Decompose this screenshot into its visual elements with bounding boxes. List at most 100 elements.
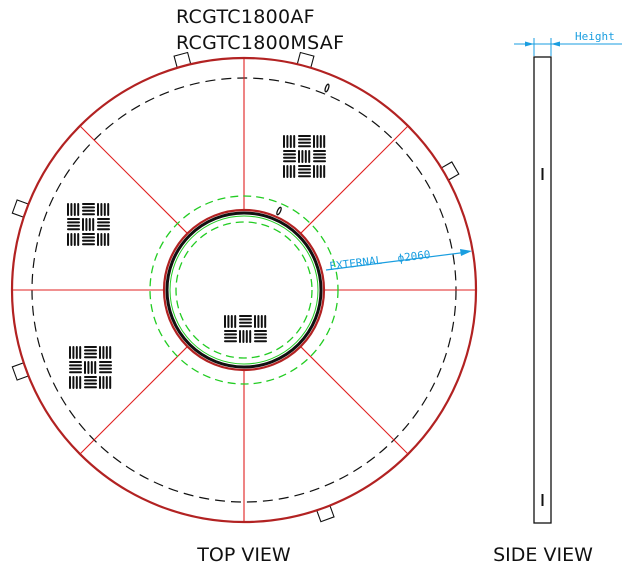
radial-spokes bbox=[13, 59, 475, 521]
texture-bar bbox=[82, 218, 84, 231]
texture-bar bbox=[239, 315, 252, 317]
texture-bar bbox=[100, 233, 103, 246]
texture-block bbox=[69, 346, 112, 389]
texture-bar bbox=[102, 346, 105, 359]
texture-bar bbox=[82, 243, 95, 246]
texture-bar bbox=[82, 236, 95, 239]
model-code-1: RCGTC1800AF bbox=[176, 6, 315, 28]
texture-bar bbox=[239, 321, 252, 324]
texture-bar bbox=[313, 165, 315, 178]
texture-bar bbox=[283, 156, 296, 159]
texture-bar bbox=[224, 330, 237, 332]
texture-bar bbox=[79, 376, 82, 389]
spoke-line bbox=[80, 126, 188, 234]
texture-bar bbox=[254, 333, 267, 336]
inner-green-ring-inner bbox=[175, 221, 313, 359]
texture-bar bbox=[82, 206, 95, 209]
model-code-2: RCGTC1800MSAF bbox=[176, 32, 344, 54]
texture-bar bbox=[313, 150, 326, 152]
outer-rim bbox=[10, 56, 478, 524]
spoke-line bbox=[300, 126, 408, 234]
texture-bar bbox=[304, 150, 307, 163]
texture-bar bbox=[245, 330, 248, 343]
texture-bar bbox=[94, 361, 97, 374]
texture-bar bbox=[70, 233, 73, 246]
texture-bar bbox=[67, 218, 80, 220]
side-view: Height bbox=[514, 30, 622, 524]
texture-bar bbox=[82, 239, 95, 242]
side-profile bbox=[533, 56, 552, 524]
texture-bar bbox=[254, 315, 256, 328]
texture-bar bbox=[84, 382, 97, 385]
texture-bar bbox=[84, 356, 97, 359]
texture-bar bbox=[84, 349, 97, 352]
oval-mark-hub bbox=[276, 206, 282, 216]
texture-bar bbox=[254, 340, 267, 343]
texture-bar bbox=[260, 315, 263, 328]
texture-bar bbox=[67, 228, 80, 231]
texture-bar bbox=[227, 315, 230, 328]
texture-bar bbox=[224, 333, 237, 336]
texture-bar bbox=[75, 346, 78, 359]
texture-block bbox=[67, 203, 110, 246]
texture-bar bbox=[72, 376, 75, 389]
external-diameter-dimension: EXTERNAL ϕ2060 bbox=[325, 248, 472, 273]
texture-bar bbox=[298, 175, 311, 178]
texture-bar bbox=[319, 135, 322, 148]
inner-green-ring-outer bbox=[149, 195, 339, 385]
texture-bar bbox=[92, 218, 95, 231]
texture-bar bbox=[99, 346, 101, 359]
texture-bar bbox=[99, 364, 112, 367]
texture-bar bbox=[283, 160, 296, 163]
texture-bar bbox=[298, 141, 311, 144]
texture-bar bbox=[97, 233, 99, 246]
texture-bar bbox=[69, 376, 71, 389]
texture-bar bbox=[323, 165, 326, 178]
texture-bar bbox=[99, 376, 101, 389]
texture-bar bbox=[105, 346, 108, 359]
external-label: EXTERNAL bbox=[329, 254, 384, 273]
top-view: EXTERNAL ϕ2060 bbox=[10, 51, 478, 524]
texture-bar bbox=[90, 361, 93, 374]
top-view-label: TOP VIEW bbox=[196, 544, 291, 566]
texture-bar bbox=[75, 376, 78, 389]
texture-bar bbox=[313, 135, 315, 148]
texture-bar bbox=[254, 336, 267, 339]
hub-outline bbox=[162, 208, 326, 372]
texture-bar bbox=[97, 221, 110, 224]
texture-bar bbox=[319, 165, 322, 178]
texture-bar bbox=[298, 145, 311, 148]
texture-bar bbox=[69, 371, 82, 374]
texture-bar bbox=[69, 361, 82, 363]
texture-bar bbox=[67, 221, 80, 224]
texture-bar bbox=[313, 153, 326, 156]
texture-bar bbox=[84, 352, 97, 355]
texture-block bbox=[283, 135, 326, 178]
spoke-line bbox=[80, 346, 188, 454]
texture-bar bbox=[224, 340, 237, 343]
texture-bar bbox=[85, 218, 88, 231]
texture-bar bbox=[79, 346, 82, 359]
texture-bar bbox=[257, 315, 260, 328]
texture-bar bbox=[289, 165, 292, 178]
height-label: Height bbox=[575, 30, 615, 43]
texture-bar bbox=[82, 203, 95, 205]
texture-bar bbox=[99, 367, 112, 370]
texture-bar bbox=[107, 233, 110, 246]
texture-bar bbox=[73, 203, 76, 216]
texture-bar bbox=[286, 165, 289, 178]
texture-bar bbox=[103, 203, 106, 216]
texture-block bbox=[224, 315, 267, 343]
texture-bar bbox=[105, 376, 108, 389]
texture-bar bbox=[84, 379, 97, 382]
texture-bar bbox=[254, 330, 267, 332]
texture-bar bbox=[230, 315, 233, 328]
texture-bar bbox=[298, 171, 311, 174]
texture-bar bbox=[298, 165, 311, 167]
texture-bar bbox=[316, 165, 319, 178]
rim-lugs bbox=[11, 51, 460, 523]
texture-bar bbox=[283, 135, 285, 148]
texture-bar bbox=[293, 135, 296, 148]
texture-bar bbox=[69, 346, 71, 359]
texture-bar bbox=[264, 315, 267, 328]
